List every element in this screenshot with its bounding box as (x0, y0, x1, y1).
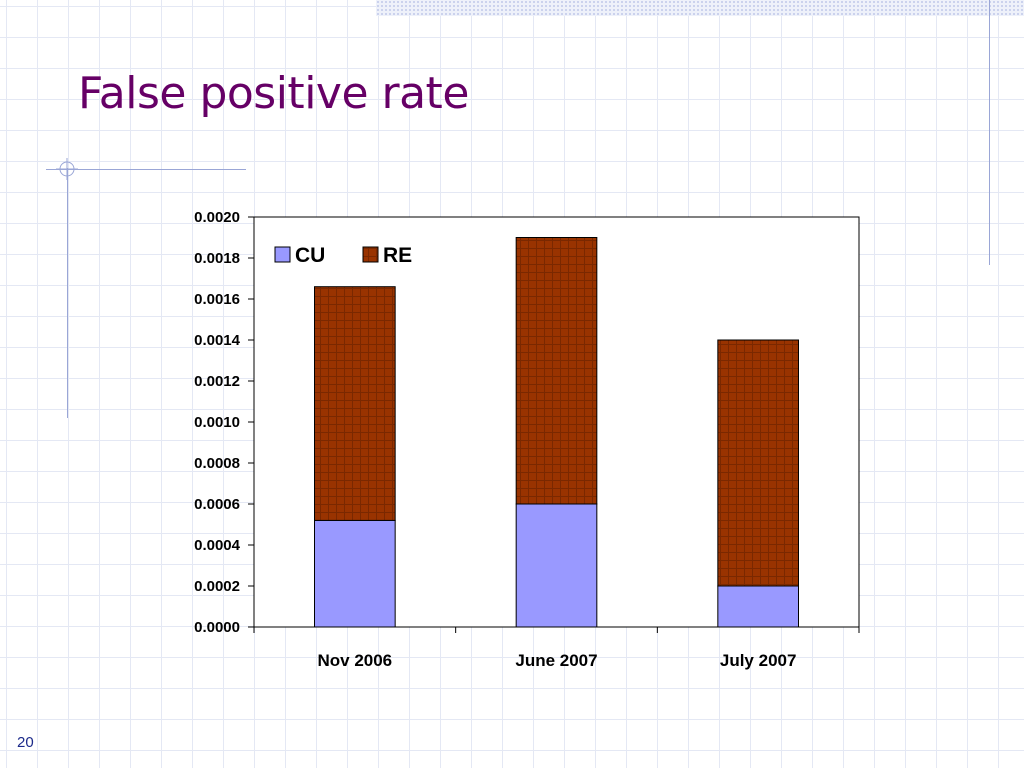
y-tick-label: 0.0020 (194, 209, 240, 226)
y-tick-label: 0.0012 (194, 373, 240, 390)
crosshair-icon (56, 158, 78, 180)
y-tick-label: 0.0004 (194, 537, 241, 554)
y-tick-label: 0.0006 (194, 496, 240, 513)
y-tick-label: 0.0000 (194, 619, 240, 636)
y-tick-label: 0.0014 (194, 332, 241, 349)
y-axis: 0.0000 0.0002 0.0004 0.0006 0.0008 0.0010 0.00… (194, 209, 255, 636)
slide-number: 20 (17, 734, 34, 751)
y-tick-label: 0.0002 (194, 578, 240, 595)
bars (314, 237, 799, 628)
legend: CU RE (274, 244, 412, 267)
bar-re-2 (515, 237, 598, 505)
legend-swatch-cu (274, 246, 291, 263)
slide-title: False positive rate (78, 68, 469, 119)
top-decorative-band (376, 0, 1024, 16)
x-tick-label: June 2007 (515, 651, 597, 670)
x-tick-label: Nov 2006 (317, 651, 392, 670)
x-tick-label: July 2007 (720, 651, 797, 670)
y-tick-label: 0.0010 (194, 414, 240, 431)
stacked-bar-chart: 0.0000 0.0002 0.0004 0.0006 0.0008 0.0010 0.00… (194, 209, 860, 670)
legend-swatch-re (362, 246, 379, 263)
bar-re-1 (314, 286, 396, 521)
legend-label-re: RE (383, 244, 412, 267)
bar-re-3 (717, 339, 799, 587)
bar-cu-2 (515, 503, 598, 628)
title-underline (46, 169, 246, 170)
legend-label-cu: CU (295, 244, 325, 267)
y-tick-label: 0.0016 (194, 291, 240, 308)
bar-cu-1 (314, 519, 396, 628)
left-decorative-line (67, 168, 68, 418)
x-axis: Nov 2006 June 2007 July 2007 (253, 627, 860, 670)
bar-cu-3 (717, 585, 799, 628)
y-tick-label: 0.0018 (194, 250, 240, 267)
y-tick-label: 0.0008 (194, 455, 240, 472)
right-decorative-line (989, 0, 990, 265)
